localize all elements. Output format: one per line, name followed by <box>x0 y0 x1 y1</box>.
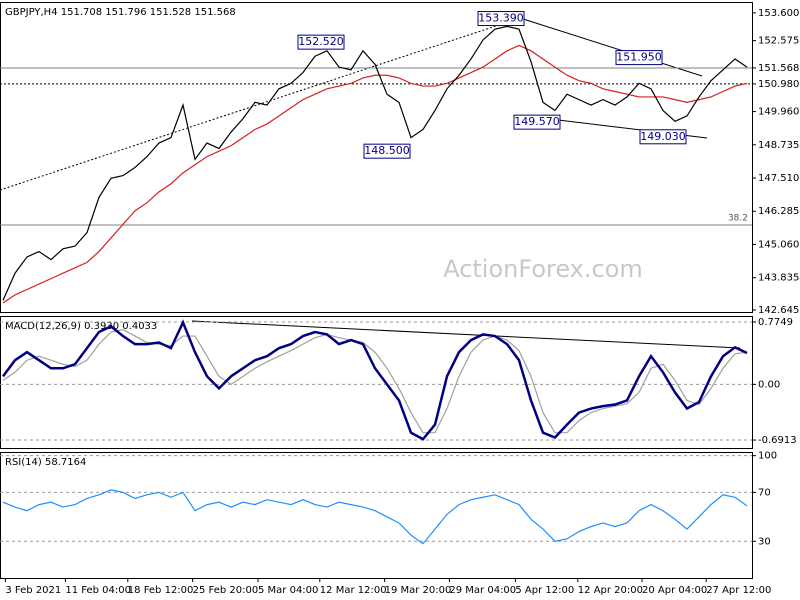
annotation-box <box>477 11 525 27</box>
y-tick-label: 146.285 <box>758 206 799 217</box>
x-tick-label: 20 Apr 04:00 <box>642 585 707 596</box>
series-line <box>2 25 748 301</box>
y-tick-label: 147.510 <box>758 173 799 184</box>
panel-frame <box>0 2 753 313</box>
annotation-label: 152.520 <box>298 35 344 48</box>
price-annotation: 153.390 <box>477 11 525 27</box>
x-tick-label: 19 Mar 20:00 <box>385 585 452 596</box>
y-tick-label: 0.00 <box>758 379 780 390</box>
y-tick-label: 151.568 <box>758 63 799 74</box>
annotation-label: 149.030 <box>640 130 686 143</box>
y-tick-label: 142.645 <box>758 305 799 316</box>
price-annotation: 149.570 <box>513 114 561 130</box>
price-annotation: 151.950 <box>615 50 663 66</box>
x-tick-label: 5 Mar 04:00 <box>258 585 318 596</box>
y-tick-label: 0.7749 <box>758 317 793 328</box>
x-tick-label: 12 Mar 12:00 <box>320 585 387 596</box>
price-annotation: 152.520 <box>297 34 345 50</box>
annotation-box <box>615 50 663 66</box>
y-tick-label: 145.060 <box>758 239 799 250</box>
series-line <box>2 328 748 434</box>
watermark: ActionForex.com <box>443 255 643 283</box>
price-annotation: 148.500 <box>363 143 411 159</box>
x-tick-label: 3 Feb 2021 <box>5 585 61 596</box>
panel-title: MACD(12,26,9) 0.3930 0.4033 <box>5 321 157 332</box>
x-tick-label: 12 Apr 20:00 <box>578 585 643 596</box>
annotation-box <box>363 143 411 159</box>
level-label: 38.2 <box>728 213 748 223</box>
annotation-box <box>639 129 687 145</box>
annotation-label: 151.950 <box>616 51 662 64</box>
series-line <box>2 44 748 304</box>
panel-title: RSI(14) 58.7164 <box>5 457 86 468</box>
panel-title: GBPJPY,H4 151.708 151.796 151.528 151.56… <box>5 7 236 18</box>
x-tick-label: 18 Feb 12:00 <box>128 585 194 596</box>
x-tick-label: 25 Feb 20:00 <box>193 585 259 596</box>
y-tick-label: 30 <box>758 536 771 547</box>
x-tick-label: 27 Apr 12:00 <box>706 585 771 596</box>
annotation-label: 149.570 <box>514 115 560 128</box>
annotation-label: 153.390 <box>478 12 524 25</box>
series-line <box>2 489 748 545</box>
annotation-box <box>297 34 345 50</box>
trendline <box>191 320 741 349</box>
x-tick-label: 5 Apr 12:00 <box>515 585 574 596</box>
y-tick-label: 148.735 <box>758 140 799 151</box>
panel-frame <box>0 452 753 579</box>
x-tick-label: 11 Feb 04:00 <box>65 585 131 596</box>
y-tick-label: 100 <box>758 451 777 462</box>
trendline <box>519 17 703 77</box>
panel-frame <box>0 316 753 449</box>
annotation-box <box>513 114 561 130</box>
price-annotation: 149.030 <box>639 129 687 145</box>
series-line <box>1 319 748 441</box>
y-tick-label: 150.980 <box>758 79 799 90</box>
y-tick-label: 153.600 <box>758 8 799 19</box>
annotation-label: 148.500 <box>364 144 410 157</box>
y-tick-label: 152.575 <box>758 36 799 47</box>
y-tick-label: 143.835 <box>758 273 799 284</box>
y-tick-label: 149.960 <box>758 107 799 118</box>
y-tick-label: 70 <box>758 487 771 498</box>
x-tick-label: 29 Mar 04:00 <box>449 585 516 596</box>
y-tick-label: -0.6913 <box>758 435 797 446</box>
